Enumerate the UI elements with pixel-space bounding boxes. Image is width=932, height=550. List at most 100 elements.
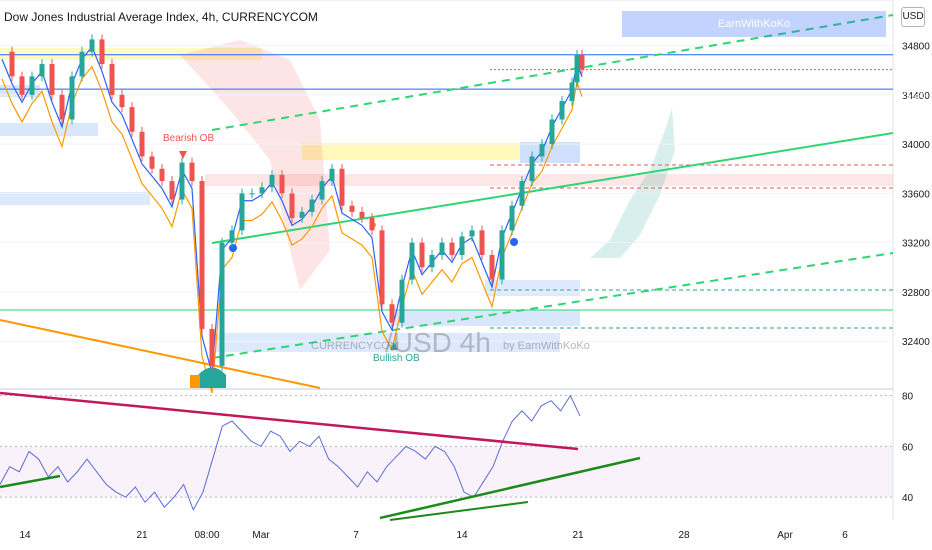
candle-body-11 xyxy=(109,64,115,95)
bullish-ob-arrow xyxy=(390,342,398,350)
candle-body-47 xyxy=(469,230,475,237)
candle-body-41 xyxy=(409,242,415,280)
rsi-tick-0: 40 xyxy=(902,493,914,504)
price-tag-34446: 34446 xyxy=(899,111,927,122)
candle-body-19 xyxy=(189,162,195,182)
supply-zone xyxy=(0,48,262,60)
candle-body-43 xyxy=(429,254,435,268)
demand-zone-low xyxy=(485,280,580,296)
candle-body-45 xyxy=(449,242,455,255)
candle-body-36 xyxy=(359,211,365,219)
resistance-zone xyxy=(205,174,893,186)
candle-body-30 xyxy=(299,211,305,219)
price-tick-3: 33600 xyxy=(902,189,930,200)
bottom-marker-orange xyxy=(190,375,200,388)
candle-body-52 xyxy=(519,181,525,206)
watermark-symbol: /USD 4h xyxy=(385,327,491,358)
candle-body-50 xyxy=(499,230,505,280)
candle-body-49 xyxy=(489,254,495,280)
candle-body-27 xyxy=(269,174,275,188)
candle-body-7 xyxy=(69,76,75,120)
candle-body-23 xyxy=(229,230,235,243)
cloud-right xyxy=(590,108,675,258)
candle-body-53 xyxy=(529,156,535,182)
support-orange-line xyxy=(0,319,321,389)
time-tick-3: Mar xyxy=(252,530,270,541)
candle-body-42 xyxy=(419,242,425,268)
signal-dot-1 xyxy=(229,244,237,252)
demand-zone-left-3 xyxy=(0,192,150,205)
price-tick-2: 33200 xyxy=(902,239,930,250)
candle-body-13 xyxy=(129,107,135,132)
brand-label: EarnWithKoKo xyxy=(622,11,886,37)
candle-body-3 xyxy=(29,76,35,95)
candle-body-24 xyxy=(239,193,245,231)
time-tick-9: 6 xyxy=(842,530,848,541)
candle-body-46 xyxy=(459,236,465,255)
rsi-tick-2: 80 xyxy=(902,392,914,403)
time-tick-7: 28 xyxy=(678,530,690,541)
time-tick-5: 14 xyxy=(456,530,468,541)
channel-upper xyxy=(211,14,894,131)
time-tick-4: 7 xyxy=(353,530,359,541)
price-tick-0: 32400 xyxy=(902,337,930,348)
watermark-author: by EarnWithKoKo xyxy=(503,340,590,352)
price-tick-1: 32800 xyxy=(902,288,930,299)
candle-body-28 xyxy=(279,174,285,194)
candle-body-44 xyxy=(439,242,445,255)
cloud-left xyxy=(180,40,330,290)
candle-body-40 xyxy=(399,279,405,323)
candle-body-54 xyxy=(539,144,545,157)
candle-body-10 xyxy=(99,39,105,65)
candle-body-16 xyxy=(159,168,165,182)
candle-body-21 xyxy=(209,328,215,366)
candle-body-51 xyxy=(509,205,515,231)
time-tick-1: 21 xyxy=(136,530,148,541)
candle-body-37 xyxy=(369,218,375,231)
candle-body-56 xyxy=(559,101,565,120)
time-tick-2: 08:00 xyxy=(194,530,219,541)
candle-body-18 xyxy=(179,162,185,200)
price-tick-5: 34400 xyxy=(902,91,930,102)
price-tag-countdown: 21:36 xyxy=(900,90,926,101)
candle-body-6 xyxy=(59,94,65,120)
bearish-ob-label: Bearish OB xyxy=(163,133,215,144)
candle-body-38 xyxy=(379,230,385,305)
ma-orange xyxy=(1,65,583,394)
bottom-marker xyxy=(198,367,226,388)
price-tick-4: 34000 xyxy=(902,140,930,151)
candle-body-1 xyxy=(9,51,15,77)
candle-body-59 xyxy=(579,54,585,70)
candle-body-25 xyxy=(249,193,255,195)
channel-lower xyxy=(211,252,894,359)
bullish-ob-label: Bullish OB xyxy=(373,353,420,364)
price-tag-34605: 34605 xyxy=(899,75,927,86)
candle-body-35 xyxy=(349,205,355,212)
price-tick-6: 34800 xyxy=(902,42,930,53)
candle-body-9 xyxy=(89,39,95,52)
signal-dot-2 xyxy=(510,238,518,246)
candle-body-55 xyxy=(549,119,555,145)
candle-body-48 xyxy=(479,230,485,255)
candle-body-2 xyxy=(19,76,25,95)
time-tick-6: 21 xyxy=(572,530,584,541)
chart-title: Dow Jones Industrial Average Index, 4h, … xyxy=(4,10,318,24)
rsi-tick-1: 60 xyxy=(902,442,914,453)
candle-body-20 xyxy=(199,181,205,329)
rsi-line xyxy=(0,394,581,512)
candle-body-22 xyxy=(219,242,225,366)
currency-button[interactable]: USD xyxy=(901,7,925,27)
candle-body-26 xyxy=(259,187,265,194)
candle-body-29 xyxy=(289,193,295,219)
candle-body-15 xyxy=(149,156,155,169)
rsi-trendline-left xyxy=(0,474,61,489)
time-tick-0: 14 xyxy=(19,530,31,541)
candle-body-34 xyxy=(339,168,345,206)
pane-divider xyxy=(0,388,893,390)
candle-body-57 xyxy=(569,82,575,102)
candle-body-4 xyxy=(39,64,45,77)
candle-body-14 xyxy=(139,131,145,157)
rsi-trendline-up xyxy=(379,456,641,520)
candle-body-31 xyxy=(309,199,315,212)
